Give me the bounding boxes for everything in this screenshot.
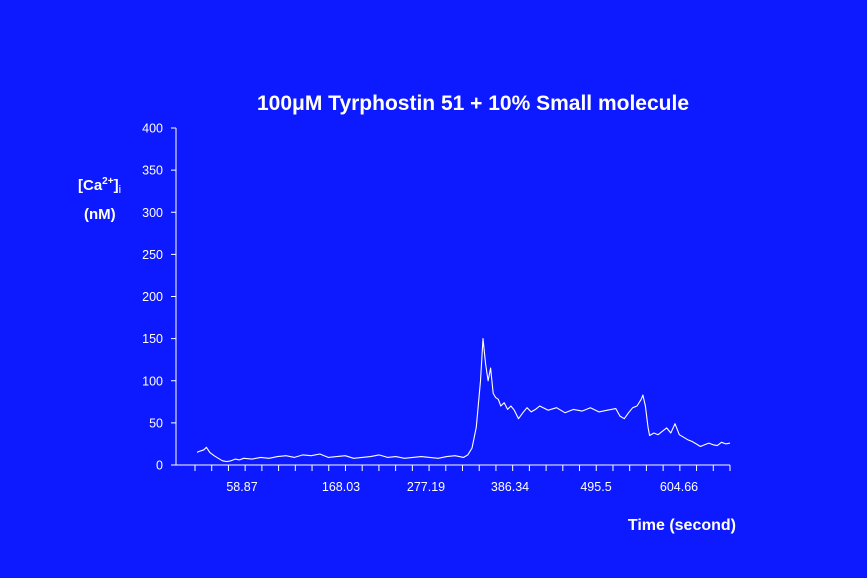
x-tick-label: 386.34 xyxy=(491,480,529,494)
x-tick-label: 604.66 xyxy=(660,480,698,494)
y-axis-label-subscript: i xyxy=(119,184,121,196)
x-tick-label: 168.03 xyxy=(322,480,360,494)
y-axis-label-text: [Ca xyxy=(78,177,103,194)
x-axis-label: Time (second) xyxy=(628,517,736,534)
y-tick-label: 200 xyxy=(142,290,163,304)
y-tick-label: 0 xyxy=(156,459,163,473)
calcium-trace-group xyxy=(196,338,731,463)
y-axis-unit: (nM) xyxy=(84,206,116,223)
y-tick-label: 300 xyxy=(142,206,163,220)
y-tick-label: 400 xyxy=(142,122,163,136)
y-axis-label: [Ca2+]i xyxy=(78,176,121,196)
x-tick-label: 277.19 xyxy=(407,480,445,494)
y-tick-label: 350 xyxy=(142,164,163,178)
y-tick-label: 50 xyxy=(149,416,163,430)
x-tick-label: 58.87 xyxy=(226,480,257,494)
y-tick-label: 250 xyxy=(142,248,163,262)
chart-title: 100μM Tyrphostin 51 + 10% Small molecule xyxy=(257,92,689,115)
y-tick-label: 150 xyxy=(142,332,163,346)
x-ticks: 58.87 168.03 277.19 386.34 495.5 604.66 xyxy=(194,465,731,494)
y-ticks: 0 50 100 150 200 250 300 350 400 xyxy=(142,122,176,473)
y-axis-label-superscript: 2+ xyxy=(102,176,114,187)
y-axis-label-bracket: ] xyxy=(114,177,119,194)
x-tick-label: 495.5 xyxy=(580,480,611,494)
y-tick-label: 100 xyxy=(142,374,163,388)
calcium-trace-line xyxy=(196,338,731,463)
